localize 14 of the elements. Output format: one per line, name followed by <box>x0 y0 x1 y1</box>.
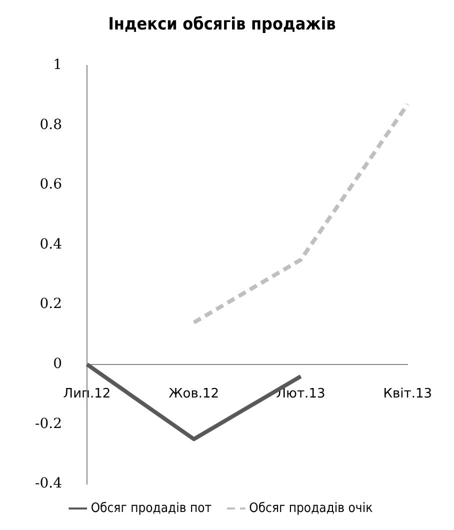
y-tick-label: 0.4 <box>40 236 62 252</box>
y-tick-label: -0.4 <box>34 476 62 492</box>
legend-label: Обсяг продадів очік <box>249 500 373 516</box>
y-tick-label: 0.6 <box>40 176 62 193</box>
y-tick-label: 0 <box>53 356 62 372</box>
x-tick-label: Жов.12 <box>168 386 220 402</box>
y-tick-label: 0.2 <box>40 296 62 312</box>
x-tick-label: Квіт.13 <box>383 386 432 402</box>
y-tick-label: 0.8 <box>40 116 62 133</box>
x-tick-label: Лип.12 <box>63 386 111 402</box>
y-tick-label: 1 <box>53 57 62 74</box>
chart-title: Індекси обсягів продажів <box>108 14 336 35</box>
legend-label: Обсяг продадів пот <box>90 500 212 516</box>
y-tick-label: -0.2 <box>34 416 62 432</box>
